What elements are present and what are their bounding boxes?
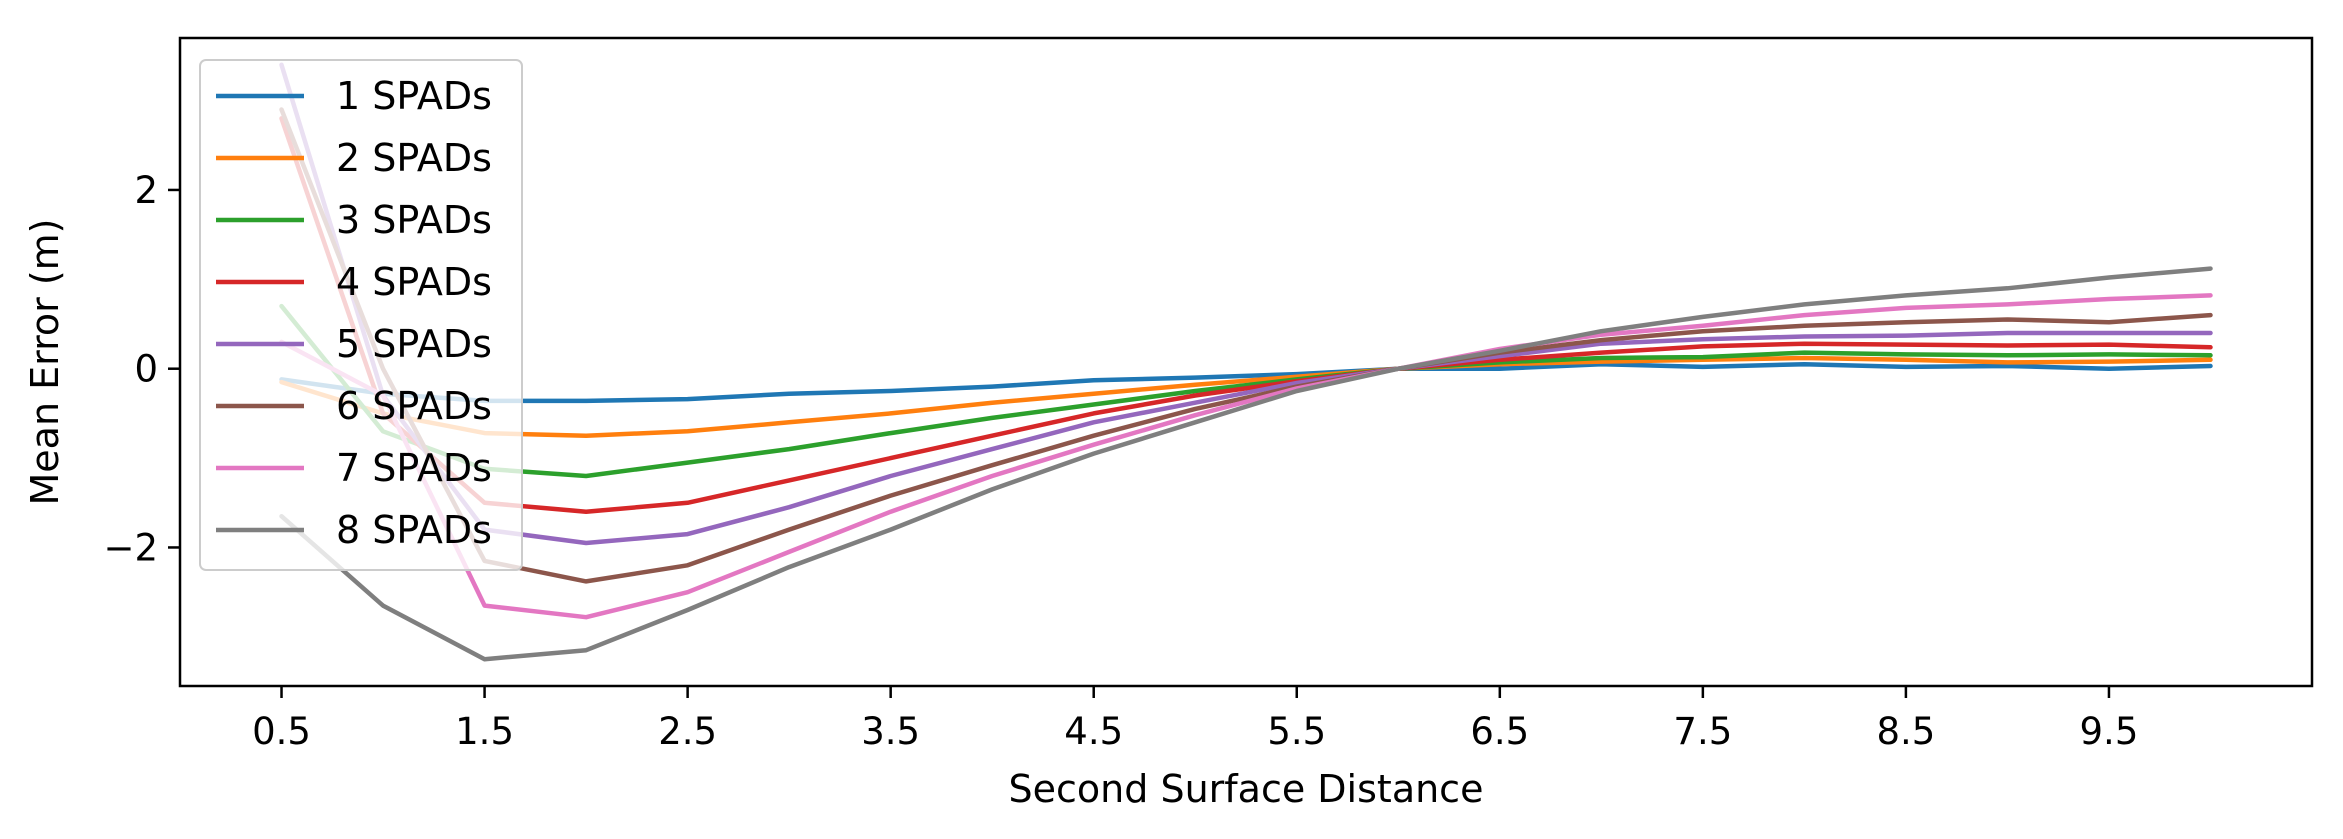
x-tick-label: 0.5 <box>252 710 311 753</box>
plot-frame <box>178 36 2314 688</box>
y-axis: −2 0 2 <box>103 169 180 569</box>
series-line-8 <box>279 266 2213 662</box>
x-axis: 0.5 1.5 2.5 3.5 4.5 5.5 6.5 7.5 8.5 9.5 <box>252 686 2138 753</box>
series-line-6 <box>279 107 2213 584</box>
legend-label: 8 SPADs <box>336 508 492 552</box>
legend-label: 4 SPADs <box>336 260 492 304</box>
series-line-7 <box>279 293 2213 620</box>
x-tick-label: 6.5 <box>1470 710 1529 753</box>
series-line-3 <box>279 303 2213 479</box>
legend-label: 7 SPADs <box>336 446 492 490</box>
legend-label: 1 SPADs <box>336 74 492 118</box>
legend: 1 SPADs 2 SPADs 3 SPADs 4 SPADs 5 SPADs 6 SPA… <box>199 59 523 571</box>
x-tick-label: 8.5 <box>1876 710 1935 753</box>
legend-box <box>199 59 523 571</box>
x-tick-label: 3.5 <box>861 710 920 753</box>
series-line-5 <box>279 62 2213 546</box>
x-tick-label: 5.5 <box>1267 710 1326 753</box>
y-tick-label: −2 <box>103 526 158 569</box>
legend-label: 2 SPADs <box>336 136 492 180</box>
series-layer <box>279 62 2213 662</box>
legend-label: 6 SPADs <box>336 384 492 428</box>
series-line-1 <box>279 361 2213 404</box>
x-tick-label: 4.5 <box>1064 710 1123 753</box>
series-line-2 <box>279 355 2213 438</box>
y-axis-label: Mean Error (m) <box>23 219 67 506</box>
y-tick-label: 2 <box>134 169 158 212</box>
x-tick-label: 1.5 <box>455 710 514 753</box>
series-line-4 <box>279 116 2213 514</box>
x-tick-label: 7.5 <box>1673 710 1732 753</box>
legend-label: 3 SPADs <box>336 198 492 242</box>
x-axis-label: Second Surface Distance <box>1009 767 1484 811</box>
legend-label: 5 SPADs <box>336 322 492 366</box>
x-tick-label: 2.5 <box>658 710 717 753</box>
y-tick-label: 0 <box>134 348 158 391</box>
x-tick-label: 9.5 <box>2080 710 2139 753</box>
